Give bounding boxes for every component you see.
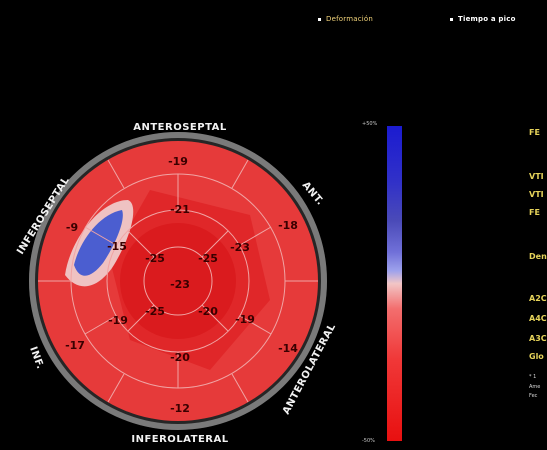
strain-color-scale (387, 126, 402, 441)
divider (201, 304, 229, 332)
mid-inferior-value: -19 (108, 314, 128, 327)
divider (84, 226, 117, 246)
wall-label-inferior: INF. (27, 345, 45, 371)
apex-boundary (143, 246, 213, 316)
apical-anterior-value: -25 (145, 252, 165, 265)
scale-max-label: +50% (362, 121, 378, 127)
bullet-icon (318, 17, 321, 21)
side-panel-item: Ame (529, 384, 541, 390)
wall-label-inferolateral: INFEROLATERAL (131, 434, 228, 445)
apical-lateral-value: -25 (198, 252, 218, 265)
divider (84, 315, 117, 335)
tab-deformacion[interactable]: Deformación (318, 12, 373, 26)
divider (239, 226, 272, 246)
tab-deformacion-label: Deformación (326, 15, 374, 23)
tab-tiempo-a-pico-label: Tiempo a pico (458, 15, 516, 23)
side-panel-item: FE (529, 128, 540, 137)
segment-values: -19 -18 -14 -12 -17 -9 -21 -23 -19 -20 -… (65, 155, 298, 415)
side-panel-item: VTI (529, 172, 544, 181)
divider (107, 373, 125, 403)
side-panel-item: VTI (529, 190, 544, 199)
segment-grid (38, 159, 318, 403)
side-panel-item: Den (529, 252, 547, 261)
basal-inferolateral-value: -12 (170, 402, 190, 415)
apex-value: -23 (170, 278, 190, 291)
divider (127, 230, 155, 258)
bullet-icon (450, 17, 453, 21)
side-panel-item: A2C (529, 294, 547, 303)
divider (127, 304, 155, 332)
side-panel-item: * 1 (529, 374, 537, 380)
dyskinetic-region (74, 210, 123, 276)
basal-inferior-value: -17 (65, 339, 85, 352)
divider (239, 315, 272, 335)
side-panel-item: Fec (529, 393, 538, 399)
bullseye-rim (29, 132, 327, 430)
side-panel-item: Glo (529, 352, 544, 361)
side-panel-item: A3C (529, 334, 547, 343)
basal-inferoseptal-value: -9 (66, 221, 78, 234)
tab-tiempo-a-pico[interactable]: Tiempo a pico (450, 12, 516, 26)
divider (201, 230, 229, 258)
side-panel-item: FE (529, 208, 540, 217)
mid-inferolateral-value: -20 (170, 351, 190, 364)
mid-inferoseptal-value: -15 (107, 240, 127, 253)
wall-label-anteroseptal: ANTEROSEPTAL (133, 122, 227, 133)
apical-septal-value: -25 (145, 305, 165, 318)
bullseye-plot: -19 -18 -14 -12 -17 -9 -21 -23 -19 -20 -… (15, 122, 338, 445)
basal-anteroseptal-value: -19 (168, 155, 188, 168)
scale-min-label: -50% (362, 438, 375, 444)
basal-anterior-value: -18 (278, 219, 298, 232)
divider (107, 159, 125, 189)
divider (231, 373, 249, 403)
divider (231, 159, 249, 189)
mid-anterolateral-value: -19 (235, 313, 255, 326)
basal-anterolateral-value: -14 (278, 342, 298, 355)
side-panel-item: A4C (529, 314, 547, 323)
mid-anterior-value: -23 (230, 241, 250, 254)
apical-inferior-value: -20 (198, 305, 218, 318)
mid-anteroseptal-value: -21 (170, 203, 190, 216)
